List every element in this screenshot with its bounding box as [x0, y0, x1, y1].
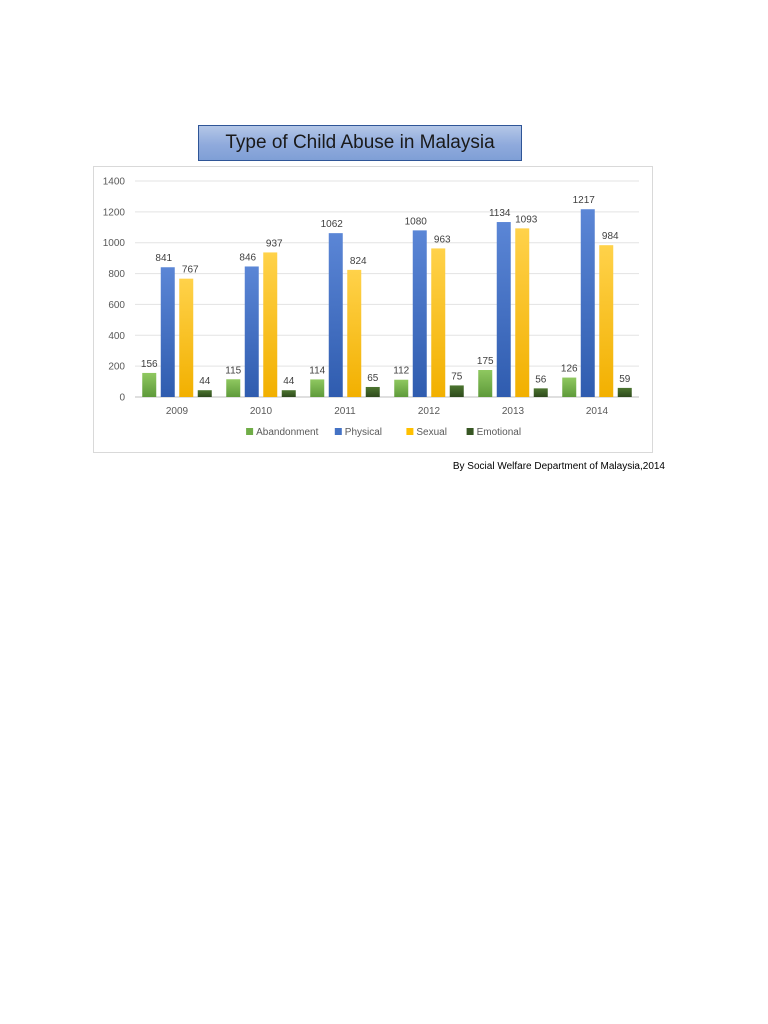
data-label: 1134: [489, 208, 511, 219]
y-tick-label: 600: [108, 300, 125, 311]
legend-label-abandonment: Abandonment: [256, 427, 318, 438]
data-label: 112: [393, 366, 409, 377]
legend: Abandonment Physical Sexual Emotional: [246, 427, 521, 438]
bar-abandonment-2013: [478, 370, 493, 397]
bars: [142, 209, 632, 397]
bar-emotional-2014: [617, 387, 632, 397]
y-tick-label: 1200: [103, 207, 126, 218]
data-label: 963: [434, 234, 451, 245]
y-tick-label: 1400: [103, 177, 126, 188]
y-tick-label: 1000: [103, 238, 126, 249]
data-label: 937: [266, 238, 283, 249]
y-tick-label: 800: [108, 269, 125, 280]
data-label: 56: [535, 374, 547, 385]
data-label: 65: [367, 373, 379, 384]
bar-emotional-2011: [365, 386, 380, 397]
data-label: 59: [619, 374, 631, 385]
y-tick-label: 400: [108, 331, 125, 342]
bar-physical-2013: [496, 222, 511, 397]
legend-label-sexual: Sexual: [416, 427, 447, 438]
legend-swatch-physical: [334, 428, 342, 435]
y-tick-label: 200: [108, 362, 125, 373]
x-tick-label: 2013: [502, 406, 525, 417]
data-label: 841: [155, 253, 172, 264]
x-tick-label: 2011: [334, 406, 356, 417]
x-tick-label: 2010: [250, 406, 273, 417]
legend-swatch-sexual: [406, 428, 414, 435]
bar-sexual-2011: [347, 269, 362, 397]
data-label: 824: [350, 256, 367, 267]
x-tick-label: 2012: [418, 406, 441, 417]
bar-abandonment-2010: [226, 379, 241, 397]
bar-sexual-2014: [599, 245, 614, 397]
bar-chart: 0 200 400 600 800 1000 1200 1400 156 841 767 44 115…: [103, 177, 639, 438]
data-label: 44: [199, 376, 211, 387]
data-labels: 156 841 767 44 115 846 937 44 114 1062 824 65 112 108…: [141, 195, 631, 387]
x-axis-ticks: 2009 2010 2011 2012 2013 2014: [166, 406, 609, 417]
data-label: 75: [451, 371, 463, 382]
gridlines: [135, 180, 639, 398]
bar-sexual-2010: [263, 252, 278, 397]
bar-abandonment-2014: [562, 377, 577, 397]
bar-physical-2014: [580, 209, 595, 397]
chart-area: 0 200 400 600 800 1000 1200 1400 156 841 767 44 115…: [93, 166, 653, 453]
bar-abandonment-2011: [310, 379, 325, 397]
bar-abandonment-2012: [394, 379, 409, 397]
data-label: 1093: [515, 214, 538, 225]
bar-emotional-2013: [533, 388, 548, 397]
chart-title: Type of Child Abuse in Malaysia: [198, 125, 522, 161]
x-tick-label: 2009: [166, 406, 189, 417]
legend-swatch-emotional: [466, 428, 474, 435]
bar-abandonment-2009: [142, 372, 157, 397]
x-tick-label: 2014: [586, 406, 609, 417]
y-axis-ticks: 0 200 400 600 800 1000 1200 1400: [103, 177, 126, 404]
data-label: 114: [309, 365, 325, 376]
legend-swatch-abandonment: [246, 428, 254, 435]
bar-physical-2009: [160, 267, 175, 397]
bar-physical-2012: [412, 230, 427, 397]
bar-sexual-2012: [431, 248, 446, 397]
legend-label-emotional: Emotional: [477, 427, 521, 438]
y-tick-label: 0: [119, 393, 125, 404]
data-label: 984: [602, 231, 619, 242]
data-label: 1062: [321, 219, 344, 230]
bar-emotional-2009: [197, 390, 212, 397]
source-note: By Social Welfare Department of Malaysia…: [452, 461, 665, 472]
data-label: 846: [239, 252, 256, 263]
data-label: 156: [141, 359, 158, 370]
data-label: 126: [561, 364, 578, 375]
legend-label-physical: Physical: [345, 427, 382, 438]
bar-emotional-2012: [449, 385, 464, 397]
bar-emotional-2010: [281, 390, 296, 397]
bar-sexual-2013: [515, 228, 530, 397]
data-label: 175: [477, 356, 494, 367]
bar-sexual-2009: [179, 278, 194, 397]
data-label: 44: [283, 376, 295, 387]
data-label: 1080: [405, 216, 428, 227]
bar-physical-2011: [328, 233, 343, 397]
data-label: 767: [182, 265, 199, 276]
data-label: 115: [225, 365, 241, 376]
bar-physical-2010: [244, 266, 259, 397]
data-label: 1217: [573, 195, 596, 206]
